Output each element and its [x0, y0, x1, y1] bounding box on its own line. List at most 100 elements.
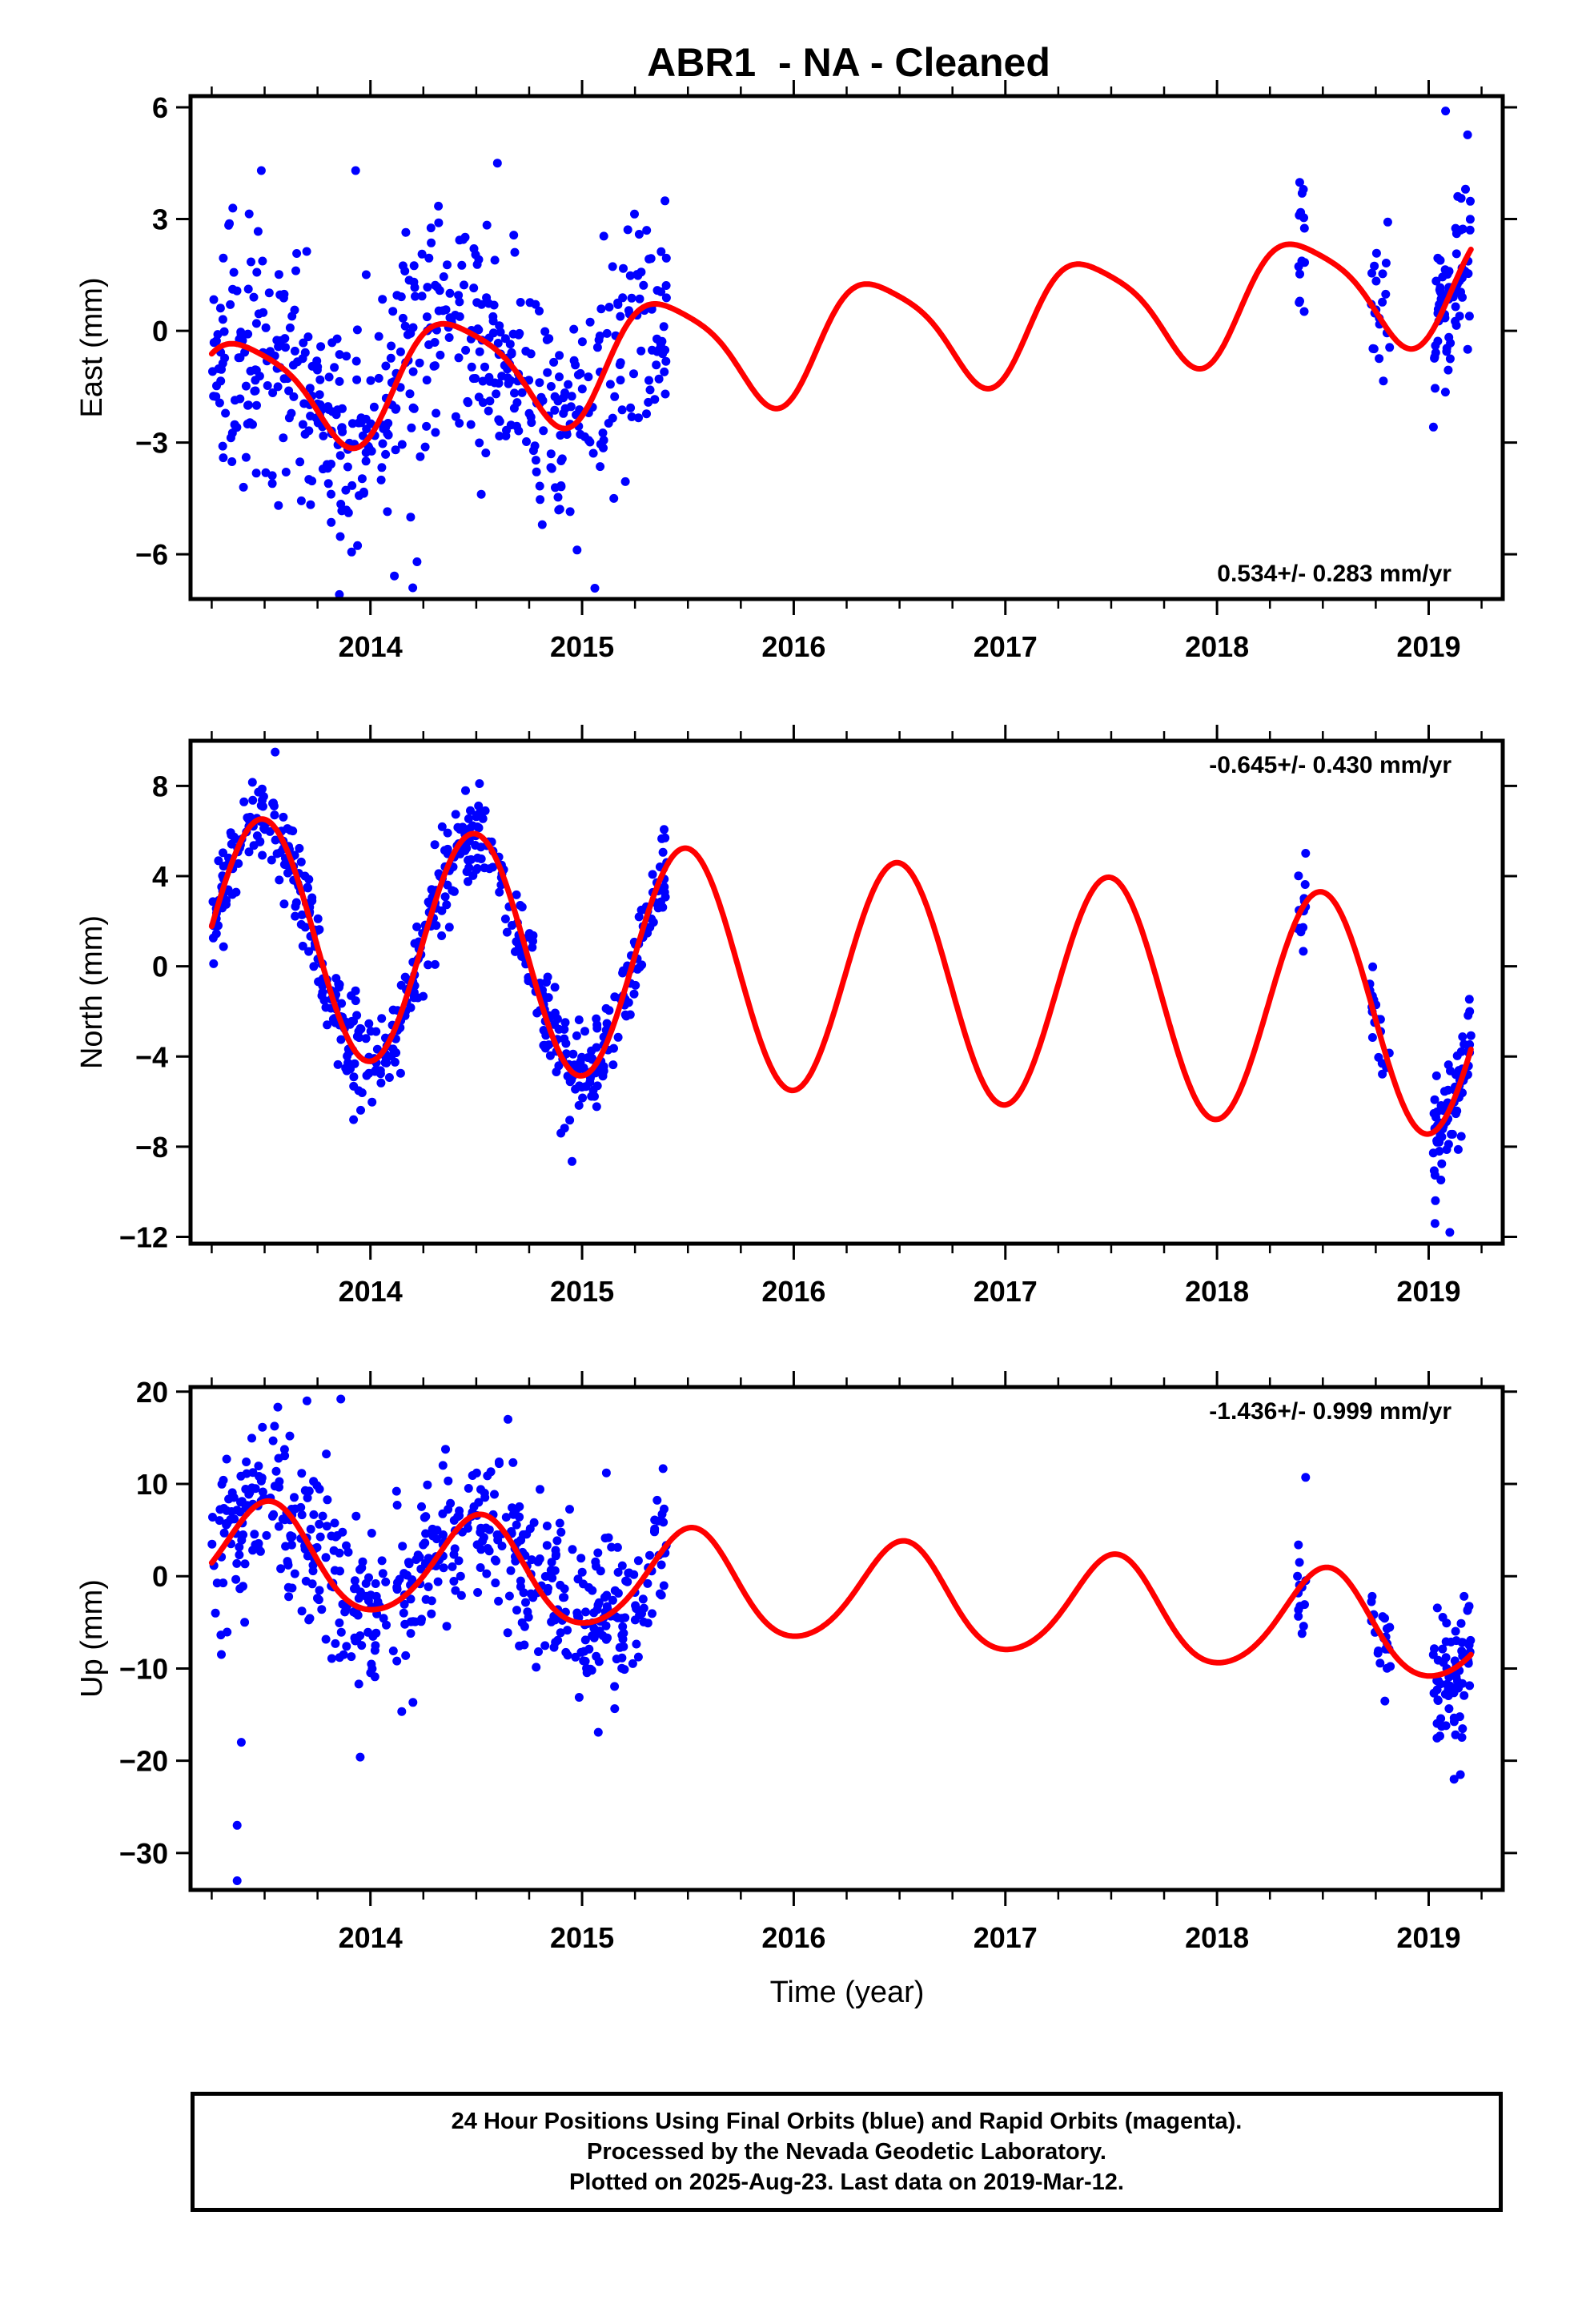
- data-point: [383, 507, 392, 517]
- data-point: [236, 1498, 245, 1507]
- data-point: [366, 1590, 375, 1600]
- data-point: [424, 960, 433, 970]
- data-point: [268, 1436, 278, 1445]
- data-point: [211, 1608, 220, 1618]
- data-point: [481, 1523, 491, 1533]
- data-point: [545, 1051, 555, 1060]
- data-point: [618, 1622, 628, 1631]
- data-point: [633, 1652, 643, 1662]
- data-point: [1460, 1691, 1469, 1700]
- data-point: [315, 375, 325, 384]
- data-point: [289, 392, 299, 401]
- data-point: [596, 304, 606, 314]
- data-point: [560, 388, 569, 397]
- data-point: [610, 392, 620, 401]
- data-point: [461, 786, 470, 795]
- data-point: [428, 1524, 437, 1534]
- data-point: [598, 428, 608, 438]
- data-point: [327, 1531, 336, 1541]
- data-point: [1431, 1196, 1440, 1205]
- data-point: [1464, 1640, 1474, 1650]
- data-point: [1447, 1129, 1456, 1139]
- data-point: [254, 787, 263, 797]
- data-point: [304, 947, 314, 956]
- data-point: [593, 1727, 603, 1737]
- data-point: [1381, 259, 1391, 267]
- data-point: [231, 887, 241, 897]
- data-point: [350, 1584, 359, 1594]
- data-point: [423, 1480, 432, 1490]
- data-point: [215, 398, 224, 408]
- data-point: [580, 1656, 590, 1666]
- chart-title: ABR1 - NA - Cleaned: [647, 40, 1050, 85]
- data-point: [577, 337, 587, 347]
- data-point: [350, 1059, 359, 1068]
- data-point: [555, 351, 564, 360]
- data-point: [256, 166, 266, 175]
- data-point: [323, 1495, 332, 1505]
- data-point: [337, 423, 347, 432]
- data-point: [524, 1612, 533, 1622]
- data-point: [468, 374, 478, 384]
- data-point: [244, 1490, 254, 1499]
- data-point: [247, 257, 255, 267]
- data-point-outlier: [406, 513, 416, 522]
- data-point: [417, 1502, 426, 1511]
- data-point: [474, 1498, 484, 1507]
- data-point: [1433, 253, 1443, 263]
- data-point: [634, 230, 644, 239]
- data-point: [1436, 1101, 1446, 1110]
- data-point: [377, 1014, 387, 1023]
- data-point: [1458, 1679, 1467, 1688]
- data-point: [351, 986, 360, 995]
- data-point: [430, 361, 440, 371]
- data-point: [661, 356, 671, 366]
- data-point: [1431, 341, 1440, 351]
- data-point: [408, 367, 418, 376]
- data-point: [588, 448, 598, 458]
- data-point: [657, 1510, 667, 1519]
- data-point: [472, 864, 482, 873]
- data-point: [644, 397, 653, 407]
- data-point: [549, 1642, 559, 1652]
- data-point: [303, 1551, 312, 1561]
- data-point: [598, 1068, 608, 1078]
- data-point: [297, 1606, 307, 1616]
- data-point: [229, 267, 239, 277]
- data-point: [514, 426, 524, 436]
- data-point: [646, 254, 656, 263]
- data-point: [363, 1627, 373, 1637]
- data-point: [555, 372, 564, 382]
- data-point: [632, 270, 642, 279]
- data-point: [323, 479, 333, 489]
- data-point: [501, 1513, 511, 1522]
- data-point: [432, 1534, 441, 1544]
- data-point: [574, 1100, 584, 1110]
- data-point: [352, 325, 362, 335]
- data-point: [544, 1583, 552, 1593]
- data-point: [464, 398, 473, 408]
- x-tick-label: 2019: [1396, 1921, 1460, 1954]
- data-point: [648, 870, 657, 879]
- data-point: [471, 841, 480, 850]
- data-point: [392, 1656, 402, 1666]
- data-point: [660, 887, 669, 897]
- data-point: [604, 419, 613, 428]
- data-point: [457, 260, 467, 270]
- caption-line-dates: Plotted on 2025-Aug-23. Last data on 201…: [569, 2169, 1124, 2195]
- data-point: [421, 1529, 431, 1538]
- data-point: [347, 547, 356, 557]
- data-point: [1381, 289, 1391, 299]
- data-point: [659, 1581, 669, 1590]
- data-point: [610, 1682, 620, 1691]
- data-point: [371, 1579, 380, 1588]
- data-point: [219, 1528, 229, 1538]
- data-point: [268, 798, 278, 808]
- data-point: [508, 1458, 518, 1467]
- data-point: [650, 1524, 660, 1534]
- data-point: [273, 1402, 283, 1412]
- data-point: [278, 1514, 287, 1524]
- data-point: [252, 831, 262, 841]
- data-point: [1438, 1613, 1447, 1622]
- data-point: [298, 941, 307, 951]
